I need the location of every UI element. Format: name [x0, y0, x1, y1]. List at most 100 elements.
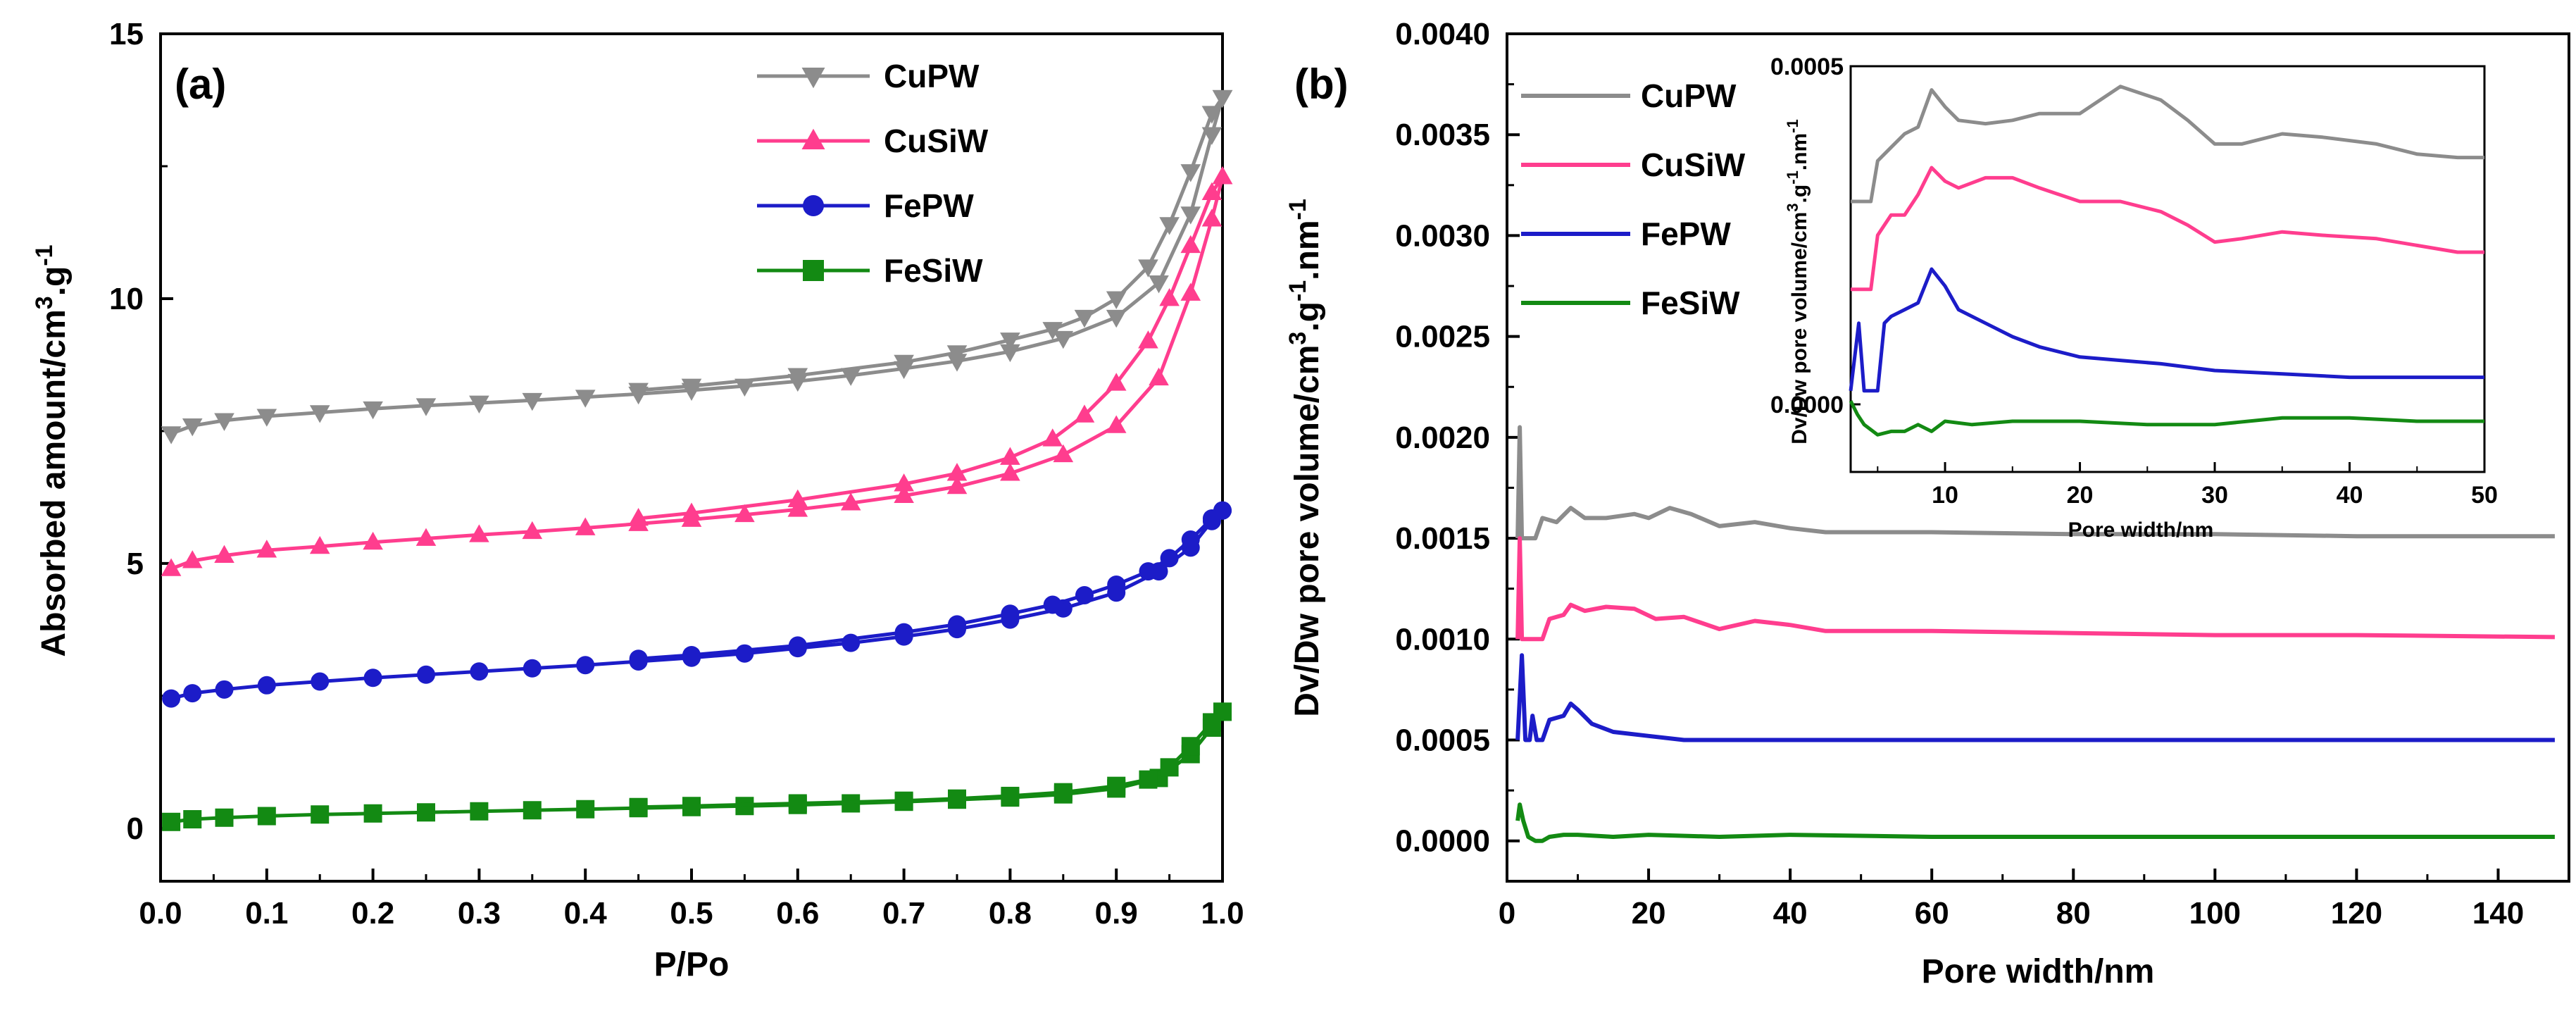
panel-b-label: (b) [1294, 61, 1349, 108]
fesiw-adsorption-point [417, 803, 435, 822]
cupw-adsorption-point [734, 378, 755, 397]
inset-series-group [1849, 85, 2484, 437]
y-tick-label: 0.0035 [1395, 118, 1490, 152]
cusiw-adsorption-point [1053, 444, 1074, 463]
y-tick-label: 0.0010 [1395, 622, 1490, 657]
series-fepw-line [1515, 653, 2555, 742]
fesiw-desorption-point [1160, 758, 1179, 777]
cupw-desorption-point [681, 378, 702, 397]
fesiw-desorption-point [629, 797, 648, 816]
y-tick-label: 0.0015 [1395, 521, 1490, 556]
legend-swatch-marker [801, 128, 825, 149]
fesiw-adsorption-point [470, 802, 489, 821]
cupw-adsorption-point [522, 392, 543, 411]
fesiw-adsorption-point [183, 810, 202, 829]
cupw-desorption-point [1042, 322, 1063, 340]
inset-y-tick-label: 0.0005 [1770, 54, 1844, 80]
fepw-adsorption-point [735, 644, 754, 663]
panel-b-inset: 10 20 30 40 50 0.0000 0.0005 Pore width/nm Dv/… [1770, 54, 2498, 542]
panel-b-pore-distribution: 0 20 40 60 80 100 120 140 0.0000 0.0005 0.0010 0.00… [1284, 17, 2570, 990]
cupw-desorption-point [628, 382, 649, 401]
legend-swatch-marker [803, 195, 824, 216]
y-tick-label: 0.0040 [1395, 17, 1490, 51]
cusiw-desorption-point [1138, 330, 1158, 349]
cusiw-adsorption-point [575, 517, 596, 535]
legend-entry-cupw: CuPW [1521, 77, 1737, 114]
x-tick-label: 100 [2189, 896, 2241, 931]
cusiw-adsorption-point [894, 485, 914, 504]
cupw-adsorption-point [575, 390, 596, 408]
cupw-desorption-point [1106, 291, 1127, 309]
inset-series-fesiw-line [1849, 400, 2484, 437]
cupw-adsorption-point [1180, 206, 1201, 225]
inset-y-tick-label: 0.0000 [1770, 392, 1844, 418]
cusiw-adsorption-point [1000, 463, 1020, 481]
cupw-desorption-point [1000, 332, 1020, 351]
cupw-adsorption-point [256, 409, 277, 427]
series-cupw-line [1515, 425, 2555, 541]
cusiw-desorption-point [946, 463, 968, 481]
cupw-adsorption-point [363, 401, 383, 420]
fepw-adsorption-point [162, 689, 181, 708]
inset-plot-frame [1849, 65, 2486, 473]
cusiw-adsorption-point [522, 521, 543, 540]
cusiw-adsorption-point [787, 499, 808, 517]
x-tick-label: 0.3 [458, 896, 501, 931]
panel-a-isotherms: 0.0 0.1 0.2 0.3 0.4 0.5 0.6 0.7 0.8 0.9 1.0051015 … [31, 17, 1244, 983]
fesiw-adsorption-point [576, 800, 595, 819]
y-tick-label: 0.0000 [1395, 824, 1490, 859]
cupw-desorption-point [1138, 259, 1158, 278]
cusiw-desorption-point [1042, 428, 1063, 447]
cusiw-desorption-point [1201, 182, 1223, 200]
fepw-adsorption-point [215, 680, 234, 699]
x-tick-label: 0.7 [882, 896, 925, 931]
series-cusiw-line [1515, 536, 2555, 642]
cusiw-desorption-point [894, 473, 914, 492]
cusiw-adsorption-point [840, 492, 861, 511]
fesiw-desorption-point [1181, 737, 1200, 756]
legend-label: CuPW [884, 58, 980, 94]
fesiw-desorption-point [948, 789, 966, 808]
y-tick-label: 5 [127, 547, 144, 581]
panel-a-x-axis-title: P/Po [654, 946, 730, 983]
fepw-desorption-point [1160, 549, 1179, 568]
cusiw-adsorption-point [161, 558, 182, 576]
x-tick-label: 0.8 [989, 896, 1032, 931]
y-tick-label: 15 [109, 17, 144, 51]
y-tick-label: 0.0005 [1395, 723, 1490, 758]
panel-a-label: (a) [175, 61, 226, 108]
cusiw-adsorption-point [734, 504, 755, 523]
inset-series-fepw-line [1849, 267, 2484, 393]
fesiw-desorption-point [1202, 713, 1221, 732]
legend-label: FeSiW [884, 252, 983, 289]
cupw-adsorption-point [309, 405, 330, 423]
legend-entry-fesiw: FeSiW [1521, 285, 1740, 321]
fepw-adsorption-point [311, 672, 330, 691]
fepw-adsorption-point [363, 668, 382, 688]
fepw-adsorption-point [183, 684, 202, 703]
legend-entry-cusiw: CuSiW [1521, 147, 1746, 183]
cusiw-adsorption-point [1106, 415, 1127, 433]
cusiw-desorption-point [1106, 373, 1127, 391]
cusiw-adsorption-point [469, 524, 489, 542]
cupw-adsorption-point [840, 368, 861, 386]
legend-swatch-marker [803, 260, 824, 281]
panel-b-legend: CuPW CuSiW FePW FeSiW [1521, 77, 1746, 321]
cupw-desorption-point [1201, 106, 1223, 124]
series-fesiw [162, 702, 1232, 831]
fepw-adsorption-point [470, 662, 489, 681]
cupw-desorption-point [787, 368, 808, 386]
legend-swatch-marker [801, 68, 825, 89]
cupw-adsorption-point [182, 418, 203, 437]
cusiw-adsorption-point [256, 540, 277, 558]
cupw-adsorption-point [415, 398, 437, 416]
fesiw-desorption-point [682, 797, 701, 816]
cupw-desorption-line [638, 96, 1225, 392]
legend-label: FeSiW [1641, 285, 1740, 321]
fepw-desorption-point [1075, 585, 1094, 604]
legend-label: CuSiW [884, 123, 989, 159]
inset-x-tick-label: 20 [2067, 482, 2094, 509]
inset-x-tick-label: 30 [2201, 482, 2228, 509]
y-tick-label: 0.0020 [1395, 421, 1490, 455]
